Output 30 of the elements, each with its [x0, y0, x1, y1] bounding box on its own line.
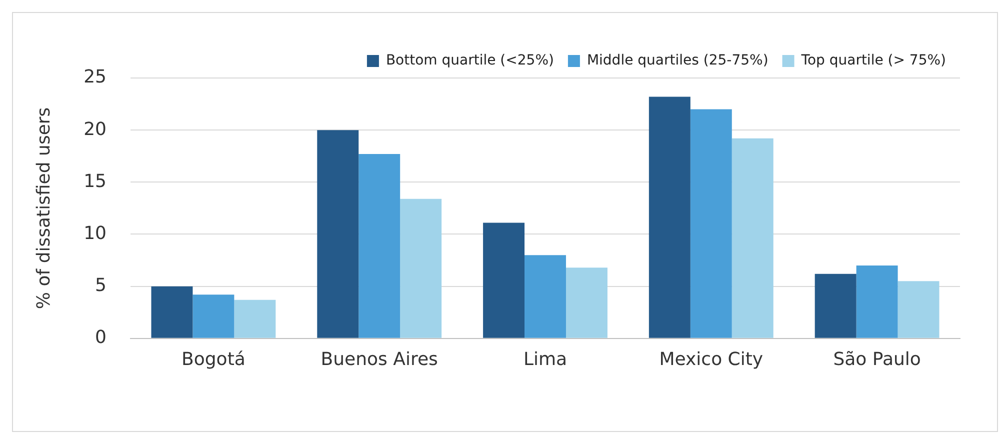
x-tick-label: Buenos Aires	[320, 348, 438, 370]
x-tick-label: São Paulo	[833, 348, 921, 370]
bar	[898, 281, 940, 338]
bar	[234, 300, 276, 338]
y-axis-title: % of dissatisfied users	[33, 107, 54, 310]
bar	[856, 265, 898, 338]
y-tick-label: 0	[95, 327, 107, 348]
bar	[483, 222, 525, 338]
bar	[400, 198, 442, 338]
bar	[358, 154, 400, 338]
bar	[732, 138, 774, 338]
bar	[317, 130, 359, 338]
legend-label: Middle quartiles (25-75%)	[586, 52, 768, 69]
legend-label: Top quartile (> 75%)	[800, 52, 946, 69]
x-tick-label: Bogotá	[182, 348, 246, 370]
bar	[192, 294, 234, 338]
legend-label: Bottom quartile (<25%)	[386, 52, 554, 69]
x-tick-label: Mexico City	[659, 348, 764, 370]
bar	[648, 96, 690, 338]
y-tick-label: 10	[84, 222, 107, 244]
bar	[524, 255, 566, 338]
bar	[690, 109, 732, 338]
bar	[151, 286, 193, 338]
x-tick-label: Lima	[523, 348, 568, 370]
y-tick-label: 20	[84, 118, 107, 140]
y-tick-label: 15	[84, 170, 107, 192]
bar	[566, 268, 608, 338]
y-tick-label: 5	[95, 274, 107, 296]
bar	[814, 274, 856, 338]
y-tick-label: 25	[84, 66, 107, 88]
